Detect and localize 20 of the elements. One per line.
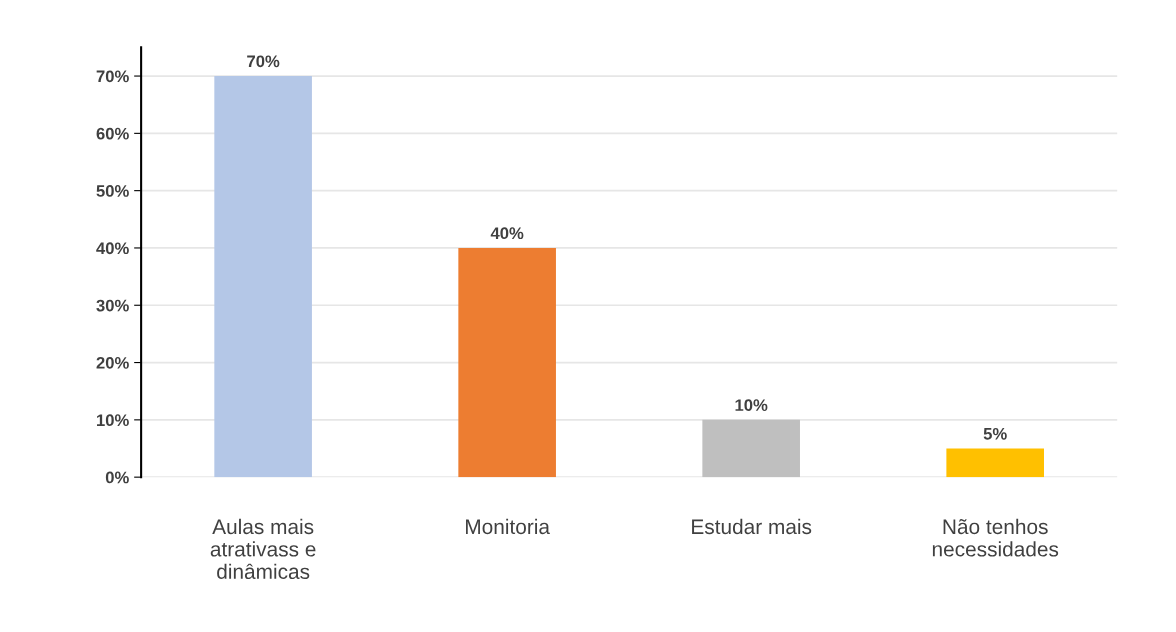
x-tick-label: Não tenhos necessidades [932, 518, 1059, 557]
bar [702, 419, 800, 478]
y-tick-label: 0% [105, 471, 129, 484]
bar [946, 448, 1044, 478]
y-tick-label: 40% [96, 242, 129, 255]
y-tick-label: 20% [96, 356, 129, 369]
y-tick-label: 70% [96, 70, 129, 83]
data-label: 40% [490, 227, 524, 240]
y-tick-label: 30% [96, 299, 129, 312]
y-tick-label: 50% [96, 185, 129, 197]
data-label: 10% [735, 399, 768, 412]
x-tick-label: Monitoria [466, 518, 550, 535]
x-tick-label: Estudar mais [692, 518, 812, 535]
bar [458, 247, 556, 478]
data-label: 5% [983, 427, 1007, 440]
x-tick-label: Aulas mais atrativass e dinâmicas [210, 518, 316, 580]
data-label: 70% [247, 55, 280, 68]
bar [214, 76, 312, 478]
y-tick-label: 10% [97, 414, 129, 427]
y-tick-label: 60% [96, 127, 129, 140]
